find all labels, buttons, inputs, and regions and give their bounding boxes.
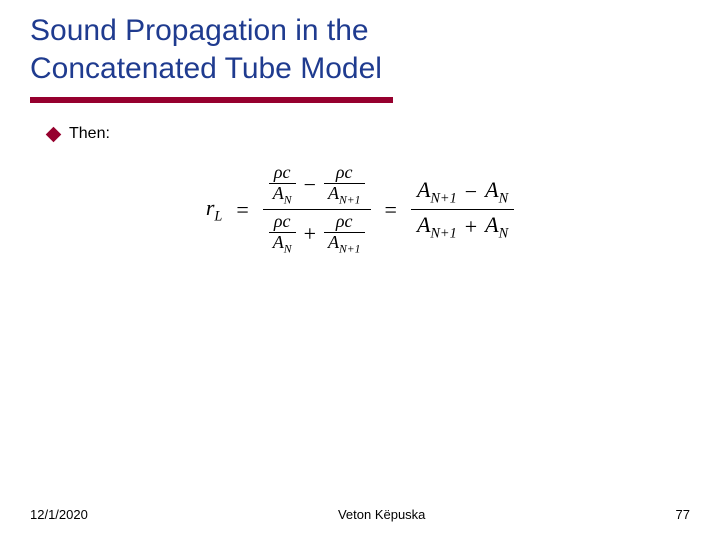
eq-big-fraction-2: AN+1 − AN AN+1 + AN bbox=[411, 175, 514, 245]
slide-title: Sound Propagation in the Concatenated Tu… bbox=[30, 12, 690, 87]
footer-author: Veton Këpuska bbox=[88, 507, 676, 522]
eq-an-1: AN bbox=[269, 184, 296, 207]
eq-bf1-num: ρc AN − ρc AN+1 bbox=[263, 161, 371, 209]
eq-bf1-den: ρc AN + ρc AN+1 bbox=[263, 210, 371, 258]
equation-container: rL = ρc AN − ρc AN+1 bbox=[30, 161, 690, 259]
title-underline bbox=[30, 97, 393, 103]
eq-AN-bot: AN bbox=[485, 212, 508, 242]
eq-an1-1: AN+1 bbox=[324, 184, 365, 207]
eq-AN1-top: AN+1 bbox=[417, 177, 457, 207]
title-line-1: Sound Propagation in the bbox=[30, 14, 369, 47]
eq-rho-c-3: ρc bbox=[270, 212, 295, 232]
eq-bf2-num: AN+1 − AN bbox=[411, 175, 514, 209]
eq-plus-2: + bbox=[461, 214, 481, 240]
bullet-item: Then: bbox=[48, 125, 690, 143]
eq-sf-pc-an1-1: ρc AN+1 bbox=[324, 163, 365, 207]
eq-bf2-den: AN+1 + AN bbox=[411, 210, 514, 244]
bullet-text: Then: bbox=[69, 125, 110, 143]
eq-AN-top: AN bbox=[485, 177, 508, 207]
footer-date: 12/1/2020 bbox=[30, 507, 88, 522]
eq-rho-c-4: ρc bbox=[332, 212, 357, 232]
eq-minus-1: − bbox=[300, 172, 320, 198]
eq-big-fraction-1: ρc AN − ρc AN+1 ρc A bbox=[263, 161, 371, 259]
eq-minus-2: − bbox=[461, 179, 481, 205]
eq-lhs-sub: L bbox=[214, 208, 222, 224]
footer-page-number: 77 bbox=[676, 507, 690, 522]
eq-an-2: AN bbox=[269, 233, 296, 256]
eq-lhs: rL bbox=[206, 195, 223, 225]
diamond-bullet-icon bbox=[46, 126, 62, 142]
eq-rho-c-1: ρc bbox=[270, 163, 295, 183]
eq-plus-1: + bbox=[300, 221, 320, 247]
title-line-2: Concatenated Tube Model bbox=[30, 52, 382, 85]
slide-footer: 12/1/2020 Veton Këpuska 77 bbox=[30, 507, 690, 522]
eq-sf-pc-an-2: ρc AN bbox=[269, 212, 296, 256]
equation: rL = ρc AN − ρc AN+1 bbox=[206, 161, 514, 259]
eq-equals-1: = bbox=[232, 197, 252, 223]
eq-equals-2: = bbox=[381, 197, 401, 223]
eq-rho-c-2: ρc bbox=[332, 163, 357, 183]
eq-sf-pc-an-1: ρc AN bbox=[269, 163, 296, 207]
eq-sf-pc-an1-2: ρc AN+1 bbox=[324, 212, 365, 256]
eq-an1-2: AN+1 bbox=[324, 233, 365, 256]
eq-AN1-bot: AN+1 bbox=[417, 212, 457, 242]
